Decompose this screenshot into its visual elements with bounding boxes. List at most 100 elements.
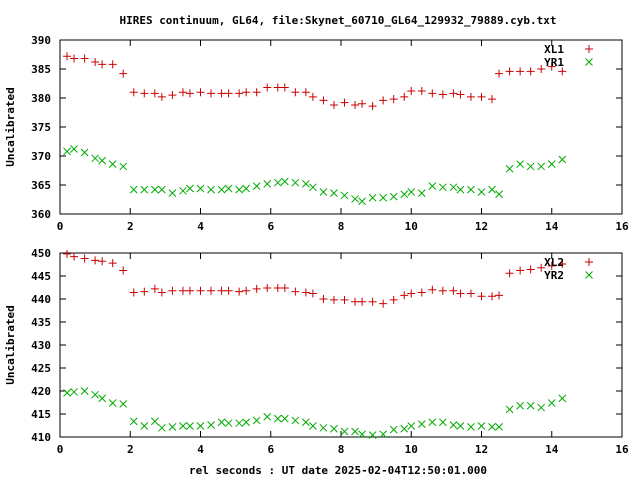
x-axis-label: rel seconds : UT date 2025-02-04T12:50:0… [189,464,487,477]
data-point-xl2 [558,260,567,269]
data-point-yr2 [302,418,310,427]
data-point-xl2 [537,263,546,272]
data-point-xl1 [340,98,349,107]
legend-marker [585,45,593,53]
data-point-xl2 [358,297,367,306]
data-point-xl1 [291,88,300,97]
data-point-yr2 [252,416,261,425]
data-point-yr2 [389,425,398,434]
plot-frame [59,39,623,215]
data-point-yr2 [417,420,426,428]
data-point-xl1 [98,60,107,69]
data-point-yr1 [428,182,437,191]
data-point-yr1 [291,178,300,187]
data-point-yr2 [291,416,300,425]
data-point-xl2 [379,299,388,308]
data-point-xl2 [98,257,107,266]
data-point-yr2 [242,418,251,427]
data-point-yr1 [70,145,78,153]
data-point-xl2 [389,295,398,304]
data-point-xl2 [140,287,149,296]
y-tick-label: 445 [31,270,51,283]
data-point-yr2 [80,387,89,395]
data-point-xl1 [157,92,166,101]
x-tick-label: 6 [267,220,274,233]
x-tick-label: 14 [545,220,559,233]
data-point-yr1 [280,177,289,186]
data-point-yr1 [80,148,89,157]
data-point-yr1 [63,147,71,156]
y-axis-label: Uncalibrated [4,305,17,384]
data-point-xl1 [449,89,458,98]
data-point-yr1 [140,185,149,194]
series-xl2 [63,249,567,308]
top-panel: 0 2 4 6 8 10 12 14 16 360 365 370 375 380 385 390 Uncali… [4,34,629,233]
data-point-yr1 [273,178,282,187]
chart-title: HIRES continuum, GL64, file:Skynet_60710… [119,14,556,27]
data-point-xl2 [428,285,437,294]
data-point-xl2 [91,256,100,265]
data-point-yr2 [407,422,416,430]
data-point-yr2 [428,418,437,427]
data-point-xl2 [108,259,117,268]
x-tick-label: 2 [127,443,134,456]
data-point-xl1 [358,99,367,108]
data-point-xl2 [449,286,458,295]
data-point-xl1 [252,88,261,97]
data-point-yr1 [547,160,556,168]
data-point-yr1 [309,183,317,192]
data-point-xl2 [329,295,338,304]
legend-marker [585,271,593,279]
data-point-xl1 [273,83,282,92]
data-point-yr2 [505,405,514,414]
x-tick-label: 10 [405,220,418,233]
data-point-xl2 [168,286,177,295]
data-point-xl2 [129,288,138,297]
data-point-yr2 [439,418,447,427]
data-point-yr1 [456,185,465,194]
y-tick-label: 375 [31,121,51,134]
x-tick-label: 4 [197,443,204,456]
data-point-yr2 [119,400,128,408]
data-point-xl1 [196,88,205,97]
data-point-xl1 [108,60,117,69]
data-point-xl1 [263,83,272,92]
data-point-yr2 [340,427,349,436]
series-yr2 [63,387,567,440]
data-point-xl1 [308,92,317,101]
data-point-xl2 [495,291,504,300]
data-point-yr2 [477,422,486,430]
data-point-yr1 [558,155,567,164]
data-point-xl2 [417,288,426,297]
data-point-xl2 [242,286,251,295]
data-point-xl1 [558,67,567,76]
data-point-yr2 [368,431,377,440]
data-point-yr2 [558,394,567,403]
data-point-xl1 [537,65,546,73]
data-point-yr2 [319,423,328,432]
data-point-yr1 [417,189,426,197]
data-point-yr1 [168,189,177,197]
data-point-xl2 [291,287,300,296]
data-point-xl2 [119,266,128,275]
data-point-xl1 [185,89,194,98]
data-point-yr2 [207,421,215,429]
data-point-yr2 [158,423,166,432]
data-point-yr2 [168,423,177,431]
data-point-xl2 [547,261,556,270]
data-point-xl2 [438,286,447,295]
data-point-xl1 [438,90,447,99]
data-point-xl1 [150,89,159,98]
data-point-yr1 [516,160,524,168]
data-point-xl1 [235,89,244,98]
x-tick-label: 0 [57,443,64,456]
data-point-xl2 [488,292,497,301]
data-point-yr2 [449,421,458,429]
data-point-yr2 [309,422,317,430]
data-point-yr2 [98,394,107,403]
y-tick-label: 450 [31,247,51,260]
data-point-yr1 [108,160,117,168]
data-point-xl1 [368,102,377,111]
y-tick-label: 380 [31,92,51,105]
bottom-panel: 0 2 4 6 8 10 12 14 16 410 415 420 425 430 435 440 445 450… [4,247,629,456]
